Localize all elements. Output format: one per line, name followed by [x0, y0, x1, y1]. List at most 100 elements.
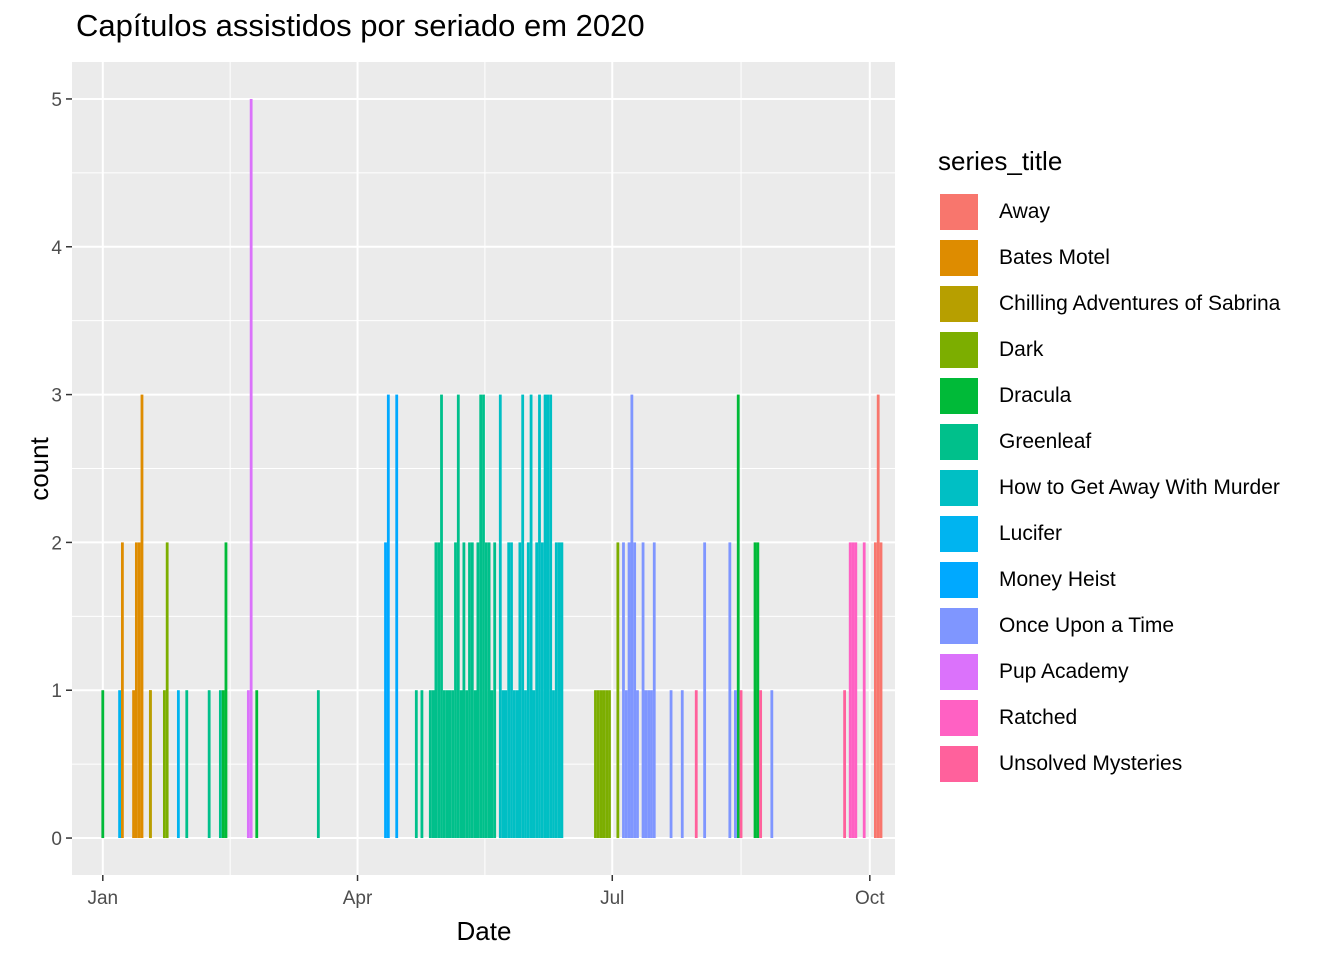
legend-item-once-upon-a-time: Once Upon a Time	[938, 603, 1280, 649]
bar-dracula	[756, 542, 760, 839]
bar-once-upon-a-time	[728, 542, 732, 839]
bar-how-to-get-away-with-murder	[546, 394, 550, 839]
bar-greenleaf	[440, 394, 443, 839]
bar-once-upon-a-time	[669, 690, 673, 839]
bar-dracula	[224, 542, 228, 839]
bar-dracula	[101, 690, 105, 839]
y-tick-label: 2	[51, 533, 62, 554]
bar-greenleaf	[420, 690, 424, 839]
bar-unsolved-mysteries	[759, 690, 763, 839]
y-tick-label: 3	[51, 386, 62, 407]
legend-key	[938, 422, 980, 462]
bar-dracula	[221, 690, 225, 839]
bar-away	[876, 394, 880, 839]
legend-key	[938, 744, 980, 784]
bar-away	[874, 542, 877, 839]
bar-greenleaf	[470, 542, 474, 839]
legend-key	[938, 606, 980, 646]
bar-how-to-get-away-with-murder	[529, 394, 533, 839]
legend-label: How to Get Away With Murder	[999, 476, 1280, 499]
bar-greenleaf	[476, 542, 480, 839]
bar-how-to-get-away-with-murder	[526, 542, 530, 839]
bar-bates-motel	[140, 394, 144, 839]
chart-title: Capítulos assistidos por seriado em 2020	[76, 8, 645, 43]
bar-greenleaf	[414, 690, 418, 839]
bar-pup-academy	[246, 690, 250, 839]
bar-greenleaf	[448, 690, 452, 839]
bar-how-to-get-away-with-murder	[507, 542, 511, 839]
bar-greenleaf	[431, 690, 435, 839]
y-axis-title: count	[24, 436, 54, 500]
bar-lucifer	[118, 690, 121, 839]
bar-greenleaf	[487, 542, 491, 839]
bar-greenleaf	[218, 690, 222, 839]
bar-greenleaf	[468, 542, 471, 839]
legend-item-bates-motel: Bates Motel	[938, 235, 1280, 281]
y-tick-label: 4	[51, 238, 62, 259]
x-tick-label: Jul	[600, 888, 624, 909]
bar-how-to-get-away-with-murder	[521, 394, 525, 839]
bar-greenleaf	[493, 542, 497, 839]
bar-dark	[162, 690, 166, 839]
bar-unsolved-mysteries	[739, 690, 743, 839]
bar-how-to-get-away-with-murder	[554, 542, 558, 839]
legend-label: Pup Academy	[999, 660, 1129, 683]
bar-once-upon-a-time	[734, 690, 737, 839]
legend-item-greenleaf: Greenleaf	[938, 419, 1280, 465]
bar-greenleaf	[459, 690, 463, 839]
bar-once-upon-a-time	[680, 690, 684, 839]
bar-bates-motel	[120, 542, 124, 839]
bar-ratched	[862, 542, 866, 839]
bar-greenleaf	[451, 690, 455, 839]
bar-dracula	[753, 542, 757, 839]
bar-greenleaf	[207, 690, 211, 839]
legend-key	[938, 698, 980, 738]
bar-dracula	[255, 690, 259, 839]
bar-once-upon-a-time	[630, 394, 634, 839]
bar-how-to-get-away-with-murder	[524, 690, 527, 839]
bar-how-to-get-away-with-murder	[535, 542, 539, 839]
legend-key	[938, 192, 980, 232]
bar-dark	[165, 542, 169, 839]
bar-dark	[596, 690, 600, 839]
legend-key	[938, 330, 980, 370]
bar-how-to-get-away-with-murder	[540, 542, 544, 839]
bar-once-upon-a-time	[633, 542, 637, 839]
bar-ratched	[851, 542, 855, 839]
y-tick-label: 5	[51, 90, 62, 111]
x-axis: Jan Apr Jul Oct	[87, 875, 885, 909]
x-tick-label: Jan	[87, 888, 118, 909]
legend-key	[938, 284, 980, 324]
bar-how-to-get-away-with-murder	[552, 690, 555, 839]
bar-once-upon-a-time	[644, 690, 648, 839]
bar-dark	[605, 690, 609, 839]
bar-money-heist	[384, 542, 387, 839]
bar-once-upon-a-time	[703, 542, 707, 839]
bar-greenleaf	[465, 690, 469, 839]
bar-dark	[616, 542, 620, 839]
bar-dracula	[736, 394, 740, 839]
bar-greenleaf	[434, 542, 438, 839]
x-axis-title: Date	[457, 916, 512, 946]
legend-item-pup-academy: Pup Academy	[938, 649, 1280, 695]
legend-key	[938, 514, 980, 554]
bar-how-to-get-away-with-murder	[549, 394, 553, 839]
y-tick-label: 0	[51, 829, 62, 850]
legend-label: Greenleaf	[999, 430, 1092, 453]
bar-how-to-get-away-with-murder	[560, 542, 564, 839]
legend-item-away: Away	[938, 189, 1280, 235]
bar-dark	[608, 690, 611, 839]
bar-unsolved-mysteries	[694, 690, 698, 839]
bar-greenleaf	[479, 394, 483, 839]
bar-once-upon-a-time	[770, 690, 774, 839]
legend-item-chilling-adventures-of-sabrina: Chilling Adventures of Sabrina	[938, 281, 1280, 327]
legend-label: Once Upon a Time	[999, 614, 1175, 637]
bar-how-to-get-away-with-murder	[515, 690, 519, 839]
bar-once-upon-a-time	[652, 542, 656, 839]
bar-how-to-get-away-with-murder	[543, 394, 547, 839]
legend-item-unsolved-mysteries: Unsolved Mysteries	[938, 741, 1280, 787]
bar-dark	[594, 690, 597, 839]
legend-label: Dracula	[999, 384, 1072, 407]
bar-greenleaf	[445, 690, 449, 839]
